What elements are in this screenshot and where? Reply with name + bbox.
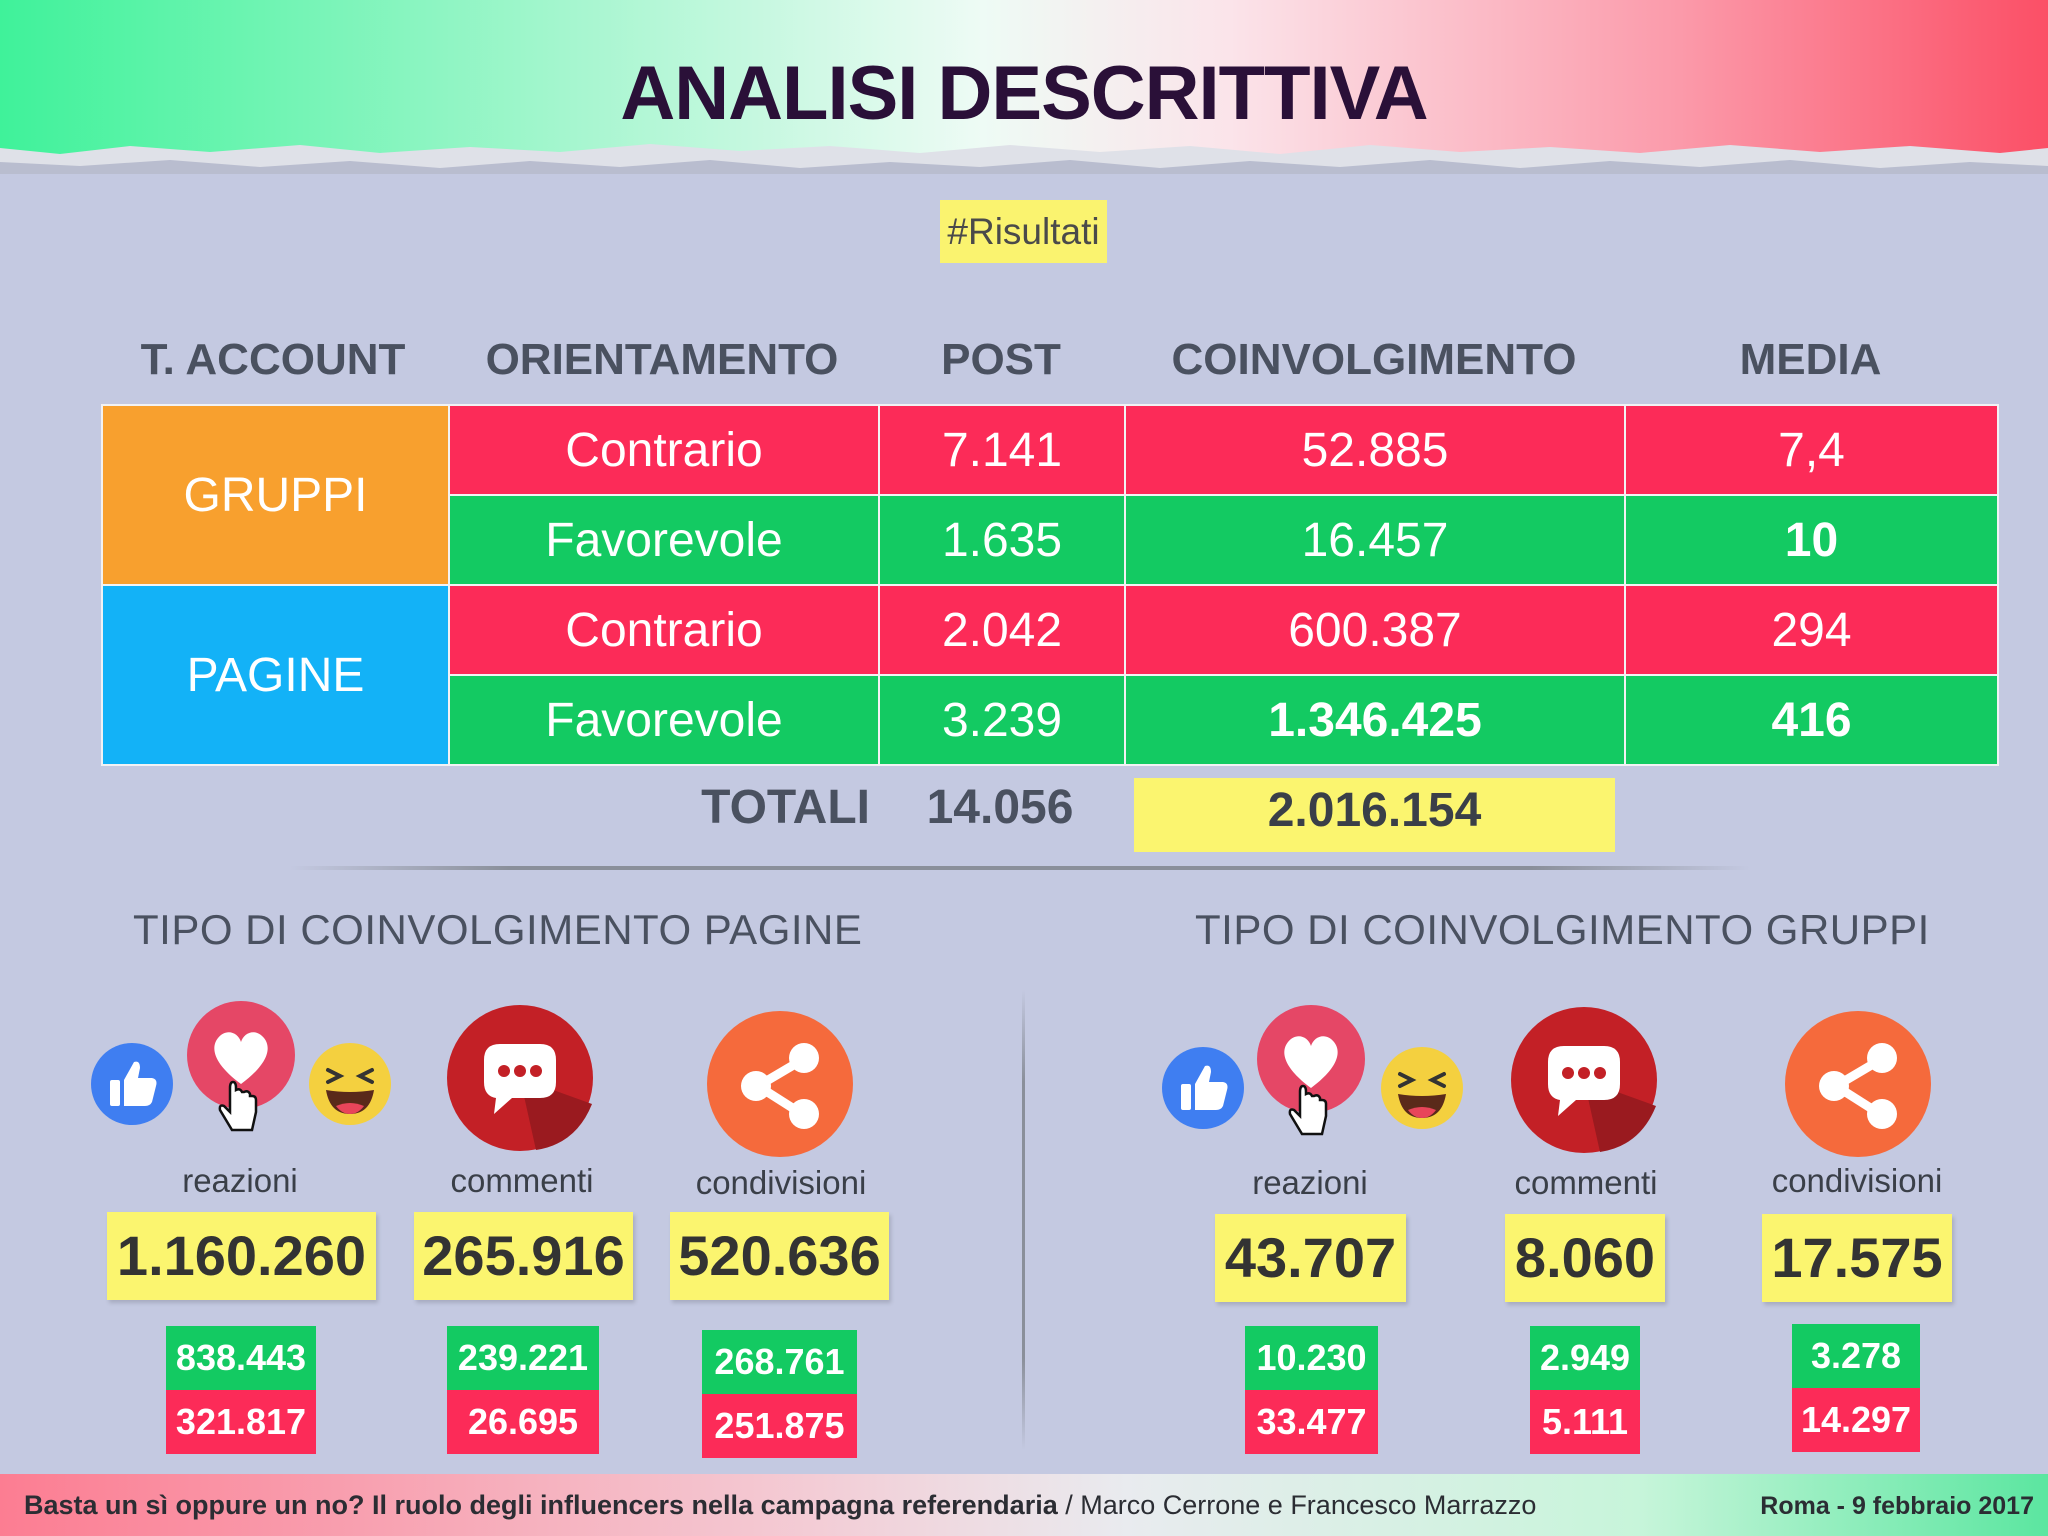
footer-authors: Marco Cerrone e Francesco Marrazzo <box>1080 1490 1537 1520</box>
metric-favorevole-commenti: 2.949 <box>1530 1326 1640 1390</box>
metric-favorevole-commenti: 239.221 <box>447 1326 599 1390</box>
metric-total-commenti: 265.916 <box>414 1212 633 1300</box>
metric-label-commenti: commenti <box>1514 1164 1658 1201</box>
orientamento-cell: Favorevole <box>448 674 880 766</box>
post-cell: 2.042 <box>878 584 1126 676</box>
header-band <box>0 0 2048 165</box>
heart-icon <box>187 1001 295 1132</box>
media-cell: 7,4 <box>1624 404 1999 496</box>
col-header-post: POST <box>941 335 1061 384</box>
col-header-coinvolgimento: COINVOLGIMENTO <box>1171 335 1577 384</box>
torn-paper-edge <box>0 144 2048 210</box>
table-row: Favorevole 1.635 16.457 10 <box>102 494 1999 586</box>
metric-favorevole-condivisioni: 268.761 <box>702 1330 857 1394</box>
thumbs-up-icon <box>91 1043 173 1125</box>
post-cell: 1.635 <box>878 494 1126 586</box>
footer-citation: Basta un sì oppure un no? Il ruolo degli… <box>24 1490 1536 1521</box>
metric-contrario-reazioni: 33.477 <box>1245 1390 1378 1454</box>
metric-contrario-commenti: 26.695 <box>447 1390 599 1454</box>
metric-total-reazioni: 43.707 <box>1215 1214 1406 1302</box>
col-header-account: T. ACCOUNT <box>140 335 406 384</box>
metric-total-condivisioni: 17.575 <box>1762 1214 1952 1302</box>
post-cell: 3.239 <box>878 674 1126 766</box>
col-header-orientamento: ORIENTAMENTO <box>485 335 839 384</box>
account-cell-gruppi: GRUPPI <box>101 404 450 586</box>
hand-cursor-icon <box>218 1080 258 1132</box>
metric-label-reazioni: reazioni <box>182 1162 298 1199</box>
speech-bubble-icon <box>447 1005 593 1151</box>
totals-label: TOTALI <box>701 781 870 834</box>
footer-title: Basta un sì oppure un no? Il ruolo degli… <box>24 1490 1058 1520</box>
col-header-media: MEDIA <box>1739 335 1882 384</box>
metric-favorevole-reazioni: 10.230 <box>1245 1326 1378 1390</box>
metric-label-reazioni: reazioni <box>1252 1164 1368 1201</box>
results-table: GRUPPI Contrario 7.141 52.885 7,4 Favore… <box>101 404 1999 766</box>
post-cell: 7.141 <box>878 404 1126 496</box>
footer-separator: / <box>1057 1490 1081 1520</box>
coinvolgimento-cell: 16.457 <box>1124 494 1626 586</box>
media-cell: 294 <box>1624 584 1999 676</box>
metric-favorevole-reazioni: 838.443 <box>166 1326 316 1390</box>
totals-coinvolgimento: 2.016.154 <box>1134 778 1615 852</box>
heart-icon <box>1257 1005 1365 1136</box>
speech-bubble-icon <box>1511 1007 1657 1153</box>
table-row: PAGINE Contrario 2.042 600.387 294 <box>101 584 1999 766</box>
vertical-divider <box>1022 990 1025 1450</box>
orientamento-cell: Favorevole <box>448 494 880 586</box>
laughing-face-icon <box>309 1043 391 1125</box>
metric-total-reazioni: 1.160.260 <box>107 1212 376 1300</box>
laughing-face-icon <box>1381 1047 1463 1129</box>
thumbs-up-icon <box>1162 1047 1244 1129</box>
page-title: ANALISI DESCRITTIVA <box>620 51 1428 136</box>
metric-label-commenti: commenti <box>450 1162 594 1199</box>
results-tag: #Risultati <box>940 200 1107 263</box>
metric-contrario-reazioni: 321.817 <box>166 1390 316 1454</box>
horizontal-divider <box>290 866 1750 870</box>
coinvolgimento-cell: 52.885 <box>1124 404 1626 496</box>
section-title-pagine: TIPO DI COINVOLGIMENTO PAGINE <box>133 906 863 953</box>
coinvolgimento-cell: 600.387 <box>1124 584 1626 676</box>
orientamento-cell: Contrario <box>448 404 880 496</box>
coinvolgimento-cell: 1.346.425 <box>1124 674 1626 766</box>
hand-cursor-icon <box>1288 1084 1328 1136</box>
metric-contrario-condivisioni: 251.875 <box>702 1394 857 1458</box>
metric-contrario-condivisioni: 14.297 <box>1792 1388 1920 1452</box>
media-cell: 416 <box>1624 674 1999 766</box>
metric-favorevole-condivisioni: 3.278 <box>1792 1324 1920 1388</box>
media-cell: 10 <box>1624 494 1999 586</box>
metric-label-condivisioni: condivisioni <box>695 1164 867 1201</box>
account-cell-pagine: PAGINE <box>101 584 450 766</box>
footer-band <box>0 1474 2048 1536</box>
share-icon <box>1785 1011 1931 1157</box>
metric-total-condivisioni: 520.636 <box>670 1212 889 1300</box>
share-icon <box>707 1011 853 1157</box>
metric-total-commenti: 8.060 <box>1505 1214 1665 1302</box>
section-title-gruppi: TIPO DI COINVOLGIMENTO GRUPPI <box>1195 906 1930 953</box>
table-row: Favorevole 3.239 1.346.425 416 <box>102 674 1999 766</box>
metric-label-condivisioni: condivisioni <box>1771 1162 1943 1199</box>
orientamento-cell: Contrario <box>448 584 880 676</box>
metric-contrario-commenti: 5.111 <box>1530 1390 1640 1454</box>
table-row: GRUPPI Contrario 7.141 52.885 7,4 <box>101 404 1999 586</box>
totals-post: 14.056 <box>926 781 1074 834</box>
footer-place-date: Roma - 9 febbraio 2017 <box>1760 1492 2034 1520</box>
